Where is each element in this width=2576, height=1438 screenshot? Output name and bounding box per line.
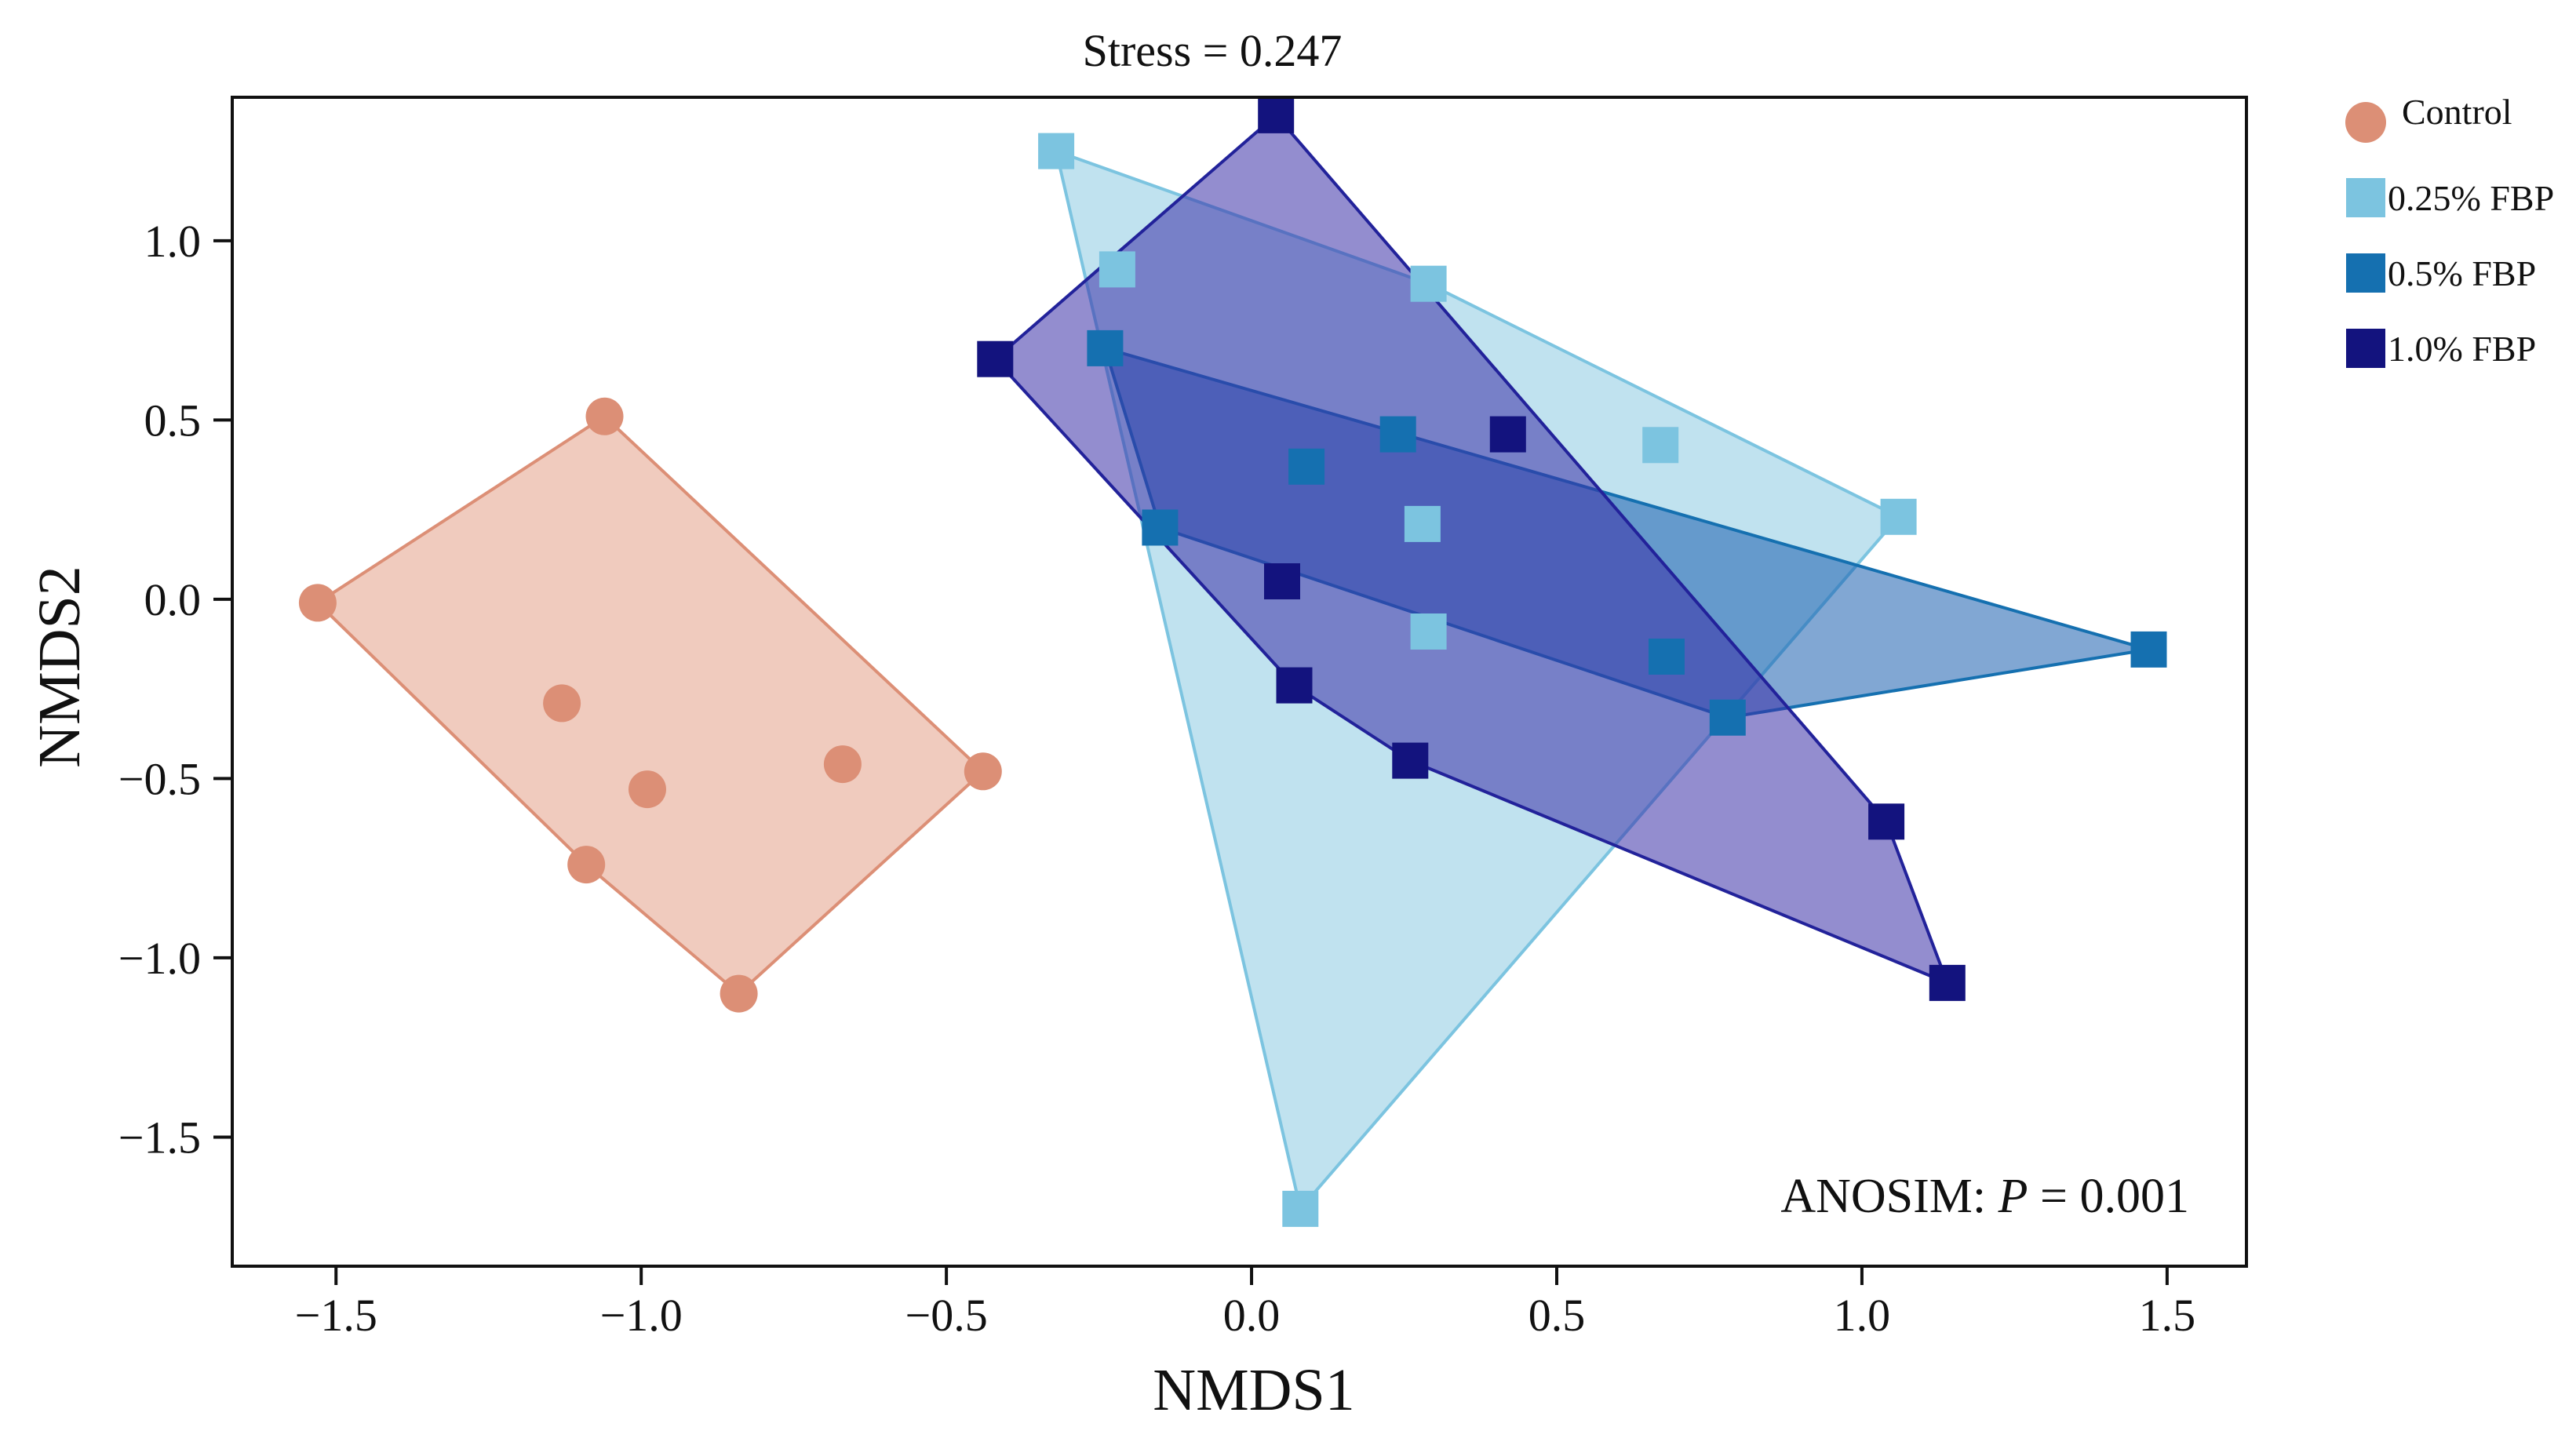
legend-item-1-0pct-fbp: 1.0% FBP: [2346, 329, 2536, 369]
legend-marker-control: [2345, 102, 2386, 143]
x-axis-label: NMDS1: [1153, 1357, 1355, 1423]
point-0-5pct-fbp-3: [1288, 448, 1325, 485]
point-1-0pct-fbp-3: [1489, 416, 1526, 453]
tick-layer: −1.5 −1.0 −0.5 0.0 0.5 1.0 1.5 1.0 0.5 0.0 −0.5 −1.…: [118, 216, 2195, 1341]
x-tick-label-1: −1.5: [295, 1290, 377, 1341]
point-0-5pct-fbp-7: [2130, 631, 2167, 668]
point-control-1: [298, 584, 337, 622]
point-0-5pct-fbp-4: [1379, 416, 1416, 453]
point-0-5pct-fbp-5: [1649, 639, 1685, 675]
point-0-25pct-fbp-1: [1038, 133, 1075, 169]
point-control-7: [823, 745, 862, 784]
legend-label-1-0pct-fbp: 1.0% FBP: [2388, 329, 2536, 369]
point-0-25pct-fbp-6: [1404, 505, 1441, 542]
point-1-0pct-fbp-4: [1264, 563, 1300, 599]
point-0-5pct-fbp-1: [1087, 329, 1124, 366]
point-1-0pct-fbp-6: [1392, 742, 1429, 779]
point-0-5pct-fbp-2: [1142, 509, 1179, 546]
legend-label-0-25pct-fbp: 0.25% FBP: [2388, 178, 2554, 218]
point-control-6: [720, 974, 758, 1013]
point-0-25pct-fbp-2: [1099, 251, 1135, 288]
legend-label-0-5pct-fbp: 0.5% FBP: [2388, 253, 2536, 293]
point-0-25pct-fbp-7: [1410, 613, 1447, 650]
legend-item-0-5pct-fbp: 0.5% FBP: [2346, 253, 2536, 293]
x-tick-label-6: 1.0: [1834, 1290, 1891, 1341]
point-1-0pct-fbp-7: [1868, 803, 1905, 840]
legend: Control 0.25% FBP 0.5% FBP 1.0% FBP: [2345, 92, 2554, 369]
hull-layer: [315, 113, 2151, 1210]
x-tick-label-4: 0.0: [1223, 1290, 1281, 1341]
point-control-4: [629, 770, 666, 809]
point-control-5: [567, 846, 606, 884]
point-1-0pct-fbp-8: [1929, 964, 1966, 1001]
y-tick-label-6: −1.5: [118, 1112, 201, 1163]
anosim-p-value: = 0.001: [2028, 1170, 2189, 1223]
legend-marker-1-0pct-fbp: [2346, 329, 2385, 368]
hull-control: [315, 414, 985, 996]
legend-marker-0-5pct-fbp: [2346, 253, 2385, 293]
point-0-25pct-fbp-5: [1880, 498, 1917, 535]
legend-item-0-25pct-fbp: 0.25% FBP: [2346, 178, 2554, 218]
y-tick-label-4: −0.5: [118, 753, 201, 804]
y-tick-label-5: −1.0: [118, 933, 201, 984]
y-tick-label-1: 1.0: [144, 216, 202, 267]
point-control-8: [964, 752, 1002, 791]
point-1-0pct-fbp-1: [1258, 96, 1295, 133]
anosim-annotation: ANOSIM: P = 0.001: [1780, 1170, 2189, 1223]
legend-label-control: Control: [2402, 92, 2512, 132]
anosim-p-symbol: P: [1998, 1170, 2028, 1223]
point-control-2: [585, 397, 624, 435]
x-tick-label-7: 1.5: [2139, 1290, 2196, 1341]
point-0-25pct-fbp-8: [1282, 1190, 1319, 1227]
point-1-0pct-fbp-5: [1276, 667, 1313, 704]
chart-title: Stress = 0.247: [1083, 25, 1343, 76]
x-tick-label-3: −0.5: [905, 1290, 988, 1341]
legend-marker-0-25pct-fbp: [2346, 178, 2385, 217]
point-control-3: [543, 684, 581, 723]
y-tick-label-3: 0.0: [144, 574, 202, 625]
plot-frame: [231, 96, 2248, 1268]
x-tick-label-2: −1.0: [600, 1290, 683, 1341]
y-axis-label: NMDS2: [27, 566, 93, 768]
point-0-25pct-fbp-4: [1642, 427, 1679, 464]
point-layer: [298, 96, 2167, 1227]
point-0-25pct-fbp-3: [1410, 265, 1447, 302]
y-tick-label-2: 0.5: [144, 395, 202, 446]
anosim-prefix: ANOSIM:: [1780, 1170, 1998, 1223]
point-0-5pct-fbp-6: [1709, 699, 1746, 736]
legend-item-control: Control: [2345, 92, 2512, 143]
x-tick-label-5: 0.5: [1528, 1290, 1586, 1341]
point-1-0pct-fbp-2: [977, 340, 1014, 377]
